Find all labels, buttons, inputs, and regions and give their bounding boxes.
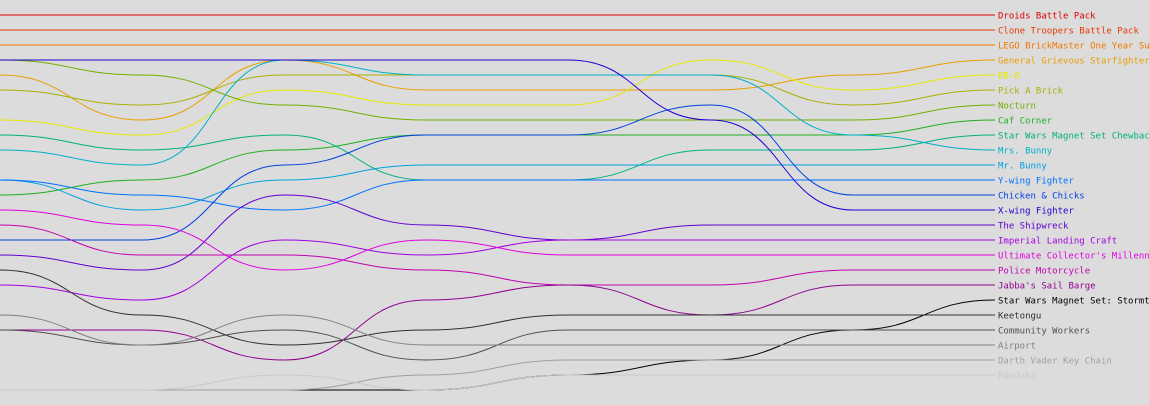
- series-label: Police Motorcycle: [998, 267, 1090, 277]
- series-line: [0, 59, 996, 136]
- series-label: Jabba's Sail Barge: [998, 282, 1096, 292]
- series-label: General Grievous Starfighter: [998, 57, 1149, 67]
- series-label: BB-8: [998, 72, 1020, 82]
- series-label: Pick A Brick: [998, 87, 1064, 97]
- series-line: [0, 209, 995, 271]
- series-label: Droids Battle Pack: [998, 12, 1096, 22]
- series-line: [0, 59, 996, 166]
- series-line: [0, 104, 995, 241]
- series-line: [0, 164, 995, 211]
- series-line: [0, 179, 995, 211]
- series-label: Airport: [998, 342, 1036, 352]
- series-label: Clone Troopers Battle Pack: [998, 27, 1139, 37]
- series-line: [0, 359, 995, 391]
- series-label: Imperial Landing Craft: [998, 237, 1117, 247]
- series-label: Star Wars Magnet Set Chewbacca: [998, 132, 1149, 142]
- series-label: Mr. Bunny: [998, 162, 1047, 172]
- series-label: Ultimate Collector's Millenniu: [998, 252, 1149, 262]
- series-line: [0, 224, 995, 286]
- series-line: [0, 134, 996, 181]
- series-label: The Shipwreck: [998, 222, 1069, 232]
- series-label: Chicken & Chicks: [998, 192, 1085, 202]
- series-line: [0, 374, 995, 391]
- series-label: Nocturn: [998, 102, 1036, 112]
- series-label: Keetongu: [998, 312, 1041, 322]
- series-line: [0, 239, 995, 301]
- series-line: [0, 314, 995, 346]
- series-line: [0, 59, 996, 121]
- series-label: Mrs. Bunny: [998, 147, 1053, 157]
- series-line: [0, 59, 996, 121]
- series-label: Roodaka: [998, 372, 1036, 382]
- series-line: [0, 269, 995, 346]
- series-label: Darth Vader Key Chain: [998, 357, 1112, 367]
- series-line: [0, 284, 995, 361]
- series-label: Caf Corner: [998, 117, 1053, 127]
- series-label: Y-wing Fighter: [998, 177, 1074, 187]
- series-label: LEGO BrickMaster One Year Subs: [998, 42, 1149, 52]
- series-line: [0, 59, 995, 211]
- series-line: [0, 119, 996, 196]
- series-line: [0, 194, 995, 271]
- series-label: X-wing Fighter: [998, 207, 1074, 217]
- series-label: Community Workers: [998, 327, 1090, 337]
- series-label: Star Wars Magnet Set: Stormtro: [998, 297, 1149, 307]
